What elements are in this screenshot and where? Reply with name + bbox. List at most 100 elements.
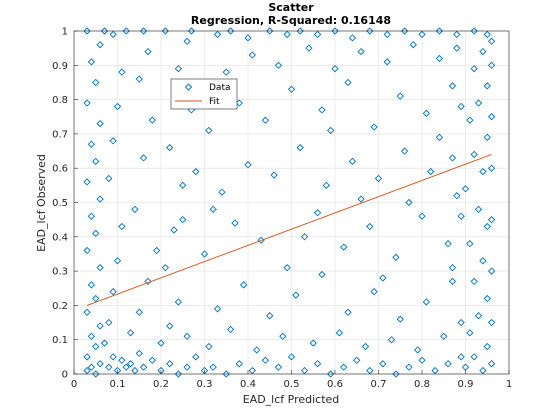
- data-point: [222, 370, 230, 378]
- data-point: [105, 174, 113, 183]
- data-point: [400, 27, 409, 35]
- data-point: [109, 30, 117, 39]
- data-point: [479, 257, 487, 265]
- y-tick-label: 0.9: [52, 61, 68, 72]
- data-point: [131, 205, 139, 213]
- legend-data-label: Data: [209, 83, 231, 93]
- data-point: [105, 363, 113, 371]
- data-point: [318, 106, 326, 114]
- data-point: [83, 99, 91, 107]
- data-point: [244, 34, 252, 42]
- data-point: [366, 366, 374, 375]
- data-point: [135, 308, 143, 316]
- data-point: [392, 370, 400, 378]
- data-point: [422, 109, 430, 117]
- data-point: [135, 349, 143, 358]
- data-point: [248, 51, 256, 59]
- data-point: [226, 325, 235, 334]
- data-point: [370, 288, 378, 296]
- data-point: [105, 318, 113, 327]
- data-point: [266, 27, 274, 35]
- data-point: [144, 47, 152, 56]
- data-point: [487, 164, 496, 172]
- data-point: [253, 346, 261, 354]
- data-point: [487, 318, 496, 327]
- data-point: [92, 342, 100, 351]
- x-axis-ticks: 0 0.1 0.2 0.3 0.4 0.5 0.6 0.7 0.8 0.9 1: [71, 370, 512, 390]
- data-point: [453, 192, 461, 200]
- data-point: [244, 161, 252, 169]
- data-point: [453, 30, 461, 39]
- data-point: [213, 30, 222, 39]
- data-point: [118, 222, 126, 231]
- data-point: [357, 195, 365, 203]
- data-point: [300, 233, 309, 241]
- data-point: [474, 205, 483, 213]
- data-point: [313, 360, 322, 368]
- data-point: [139, 363, 148, 371]
- data-point: [483, 133, 491, 141]
- data-point: [183, 37, 191, 45]
- data-point: [235, 99, 243, 107]
- data-point: [457, 212, 465, 220]
- data-point: [92, 78, 100, 87]
- data-point: [187, 27, 196, 35]
- data-point: [118, 68, 126, 76]
- data-point: [357, 47, 365, 56]
- data-point: [257, 236, 265, 244]
- data-point: [113, 102, 122, 111]
- data-point: [287, 85, 296, 93]
- fit-line-group: [86, 154, 492, 306]
- data-point: [435, 54, 444, 63]
- data-point: [435, 133, 444, 141]
- data-point: [270, 171, 278, 179]
- data-point: [392, 253, 400, 262]
- data-point: [96, 322, 104, 330]
- data-point: [361, 342, 370, 351]
- data-point: [474, 99, 483, 107]
- x-tick-label: 0.5: [284, 379, 300, 390]
- data-point: [400, 147, 409, 155]
- data-point: [470, 353, 478, 361]
- data-point: [87, 281, 96, 289]
- data-point: [118, 356, 126, 364]
- data-point: [370, 123, 378, 131]
- data-point: [448, 82, 457, 90]
- legend-fit-label: Fit: [209, 97, 220, 107]
- data-point: [87, 332, 96, 340]
- data-point: [192, 353, 200, 361]
- data-point: [248, 366, 256, 375]
- x-tick-label: 0: [71, 379, 77, 390]
- x-tick-label: 0.7: [371, 379, 387, 390]
- data-point: [174, 370, 183, 378]
- data-point: [92, 157, 100, 165]
- data-point: [418, 30, 426, 39]
- data-point: [205, 126, 213, 135]
- y-tick-label: 0.7: [52, 129, 68, 140]
- data-point: [348, 157, 357, 165]
- y-tick-label: 0.3: [52, 267, 68, 278]
- data-point: [139, 154, 148, 162]
- data-point: [379, 360, 387, 368]
- data-point: [179, 216, 187, 224]
- data-point: [487, 37, 496, 45]
- data-point: [235, 360, 243, 368]
- data-point: [479, 167, 487, 176]
- legend-box: [170, 78, 238, 110]
- data-point: [457, 353, 465, 361]
- data-point: [296, 27, 304, 35]
- data-point: [379, 274, 387, 282]
- data-point: [344, 308, 352, 316]
- data-point: [148, 116, 156, 124]
- fit-line: [86, 154, 492, 306]
- data-point: [366, 27, 374, 35]
- data-point: [222, 68, 230, 76]
- data-point: [122, 27, 130, 35]
- data-point: [166, 143, 174, 152]
- data-point: [279, 332, 287, 340]
- data-point: [131, 366, 139, 375]
- data-point: [170, 226, 178, 234]
- data-point: [418, 212, 426, 220]
- data-point: [192, 167, 200, 176]
